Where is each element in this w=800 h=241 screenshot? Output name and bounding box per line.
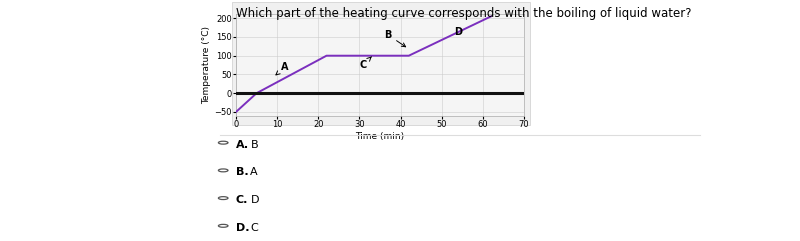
Text: D: D (454, 27, 462, 37)
Text: C: C (250, 223, 258, 233)
Text: B: B (384, 30, 406, 47)
Y-axis label: Temperature (°C): Temperature (°C) (202, 26, 211, 104)
Text: B: B (250, 140, 258, 150)
Text: C.: C. (236, 195, 248, 205)
Text: B.: B. (236, 167, 249, 177)
Text: D.: D. (236, 223, 250, 233)
Text: A: A (250, 167, 258, 177)
Text: A.: A. (236, 140, 249, 150)
Text: D: D (250, 195, 259, 205)
X-axis label: Time (min): Time (min) (355, 132, 405, 141)
Text: C: C (359, 57, 371, 70)
Text: Which part of the heating curve corresponds with the boiling of liquid water?: Which part of the heating curve correspo… (236, 7, 691, 20)
Text: A: A (276, 62, 289, 75)
